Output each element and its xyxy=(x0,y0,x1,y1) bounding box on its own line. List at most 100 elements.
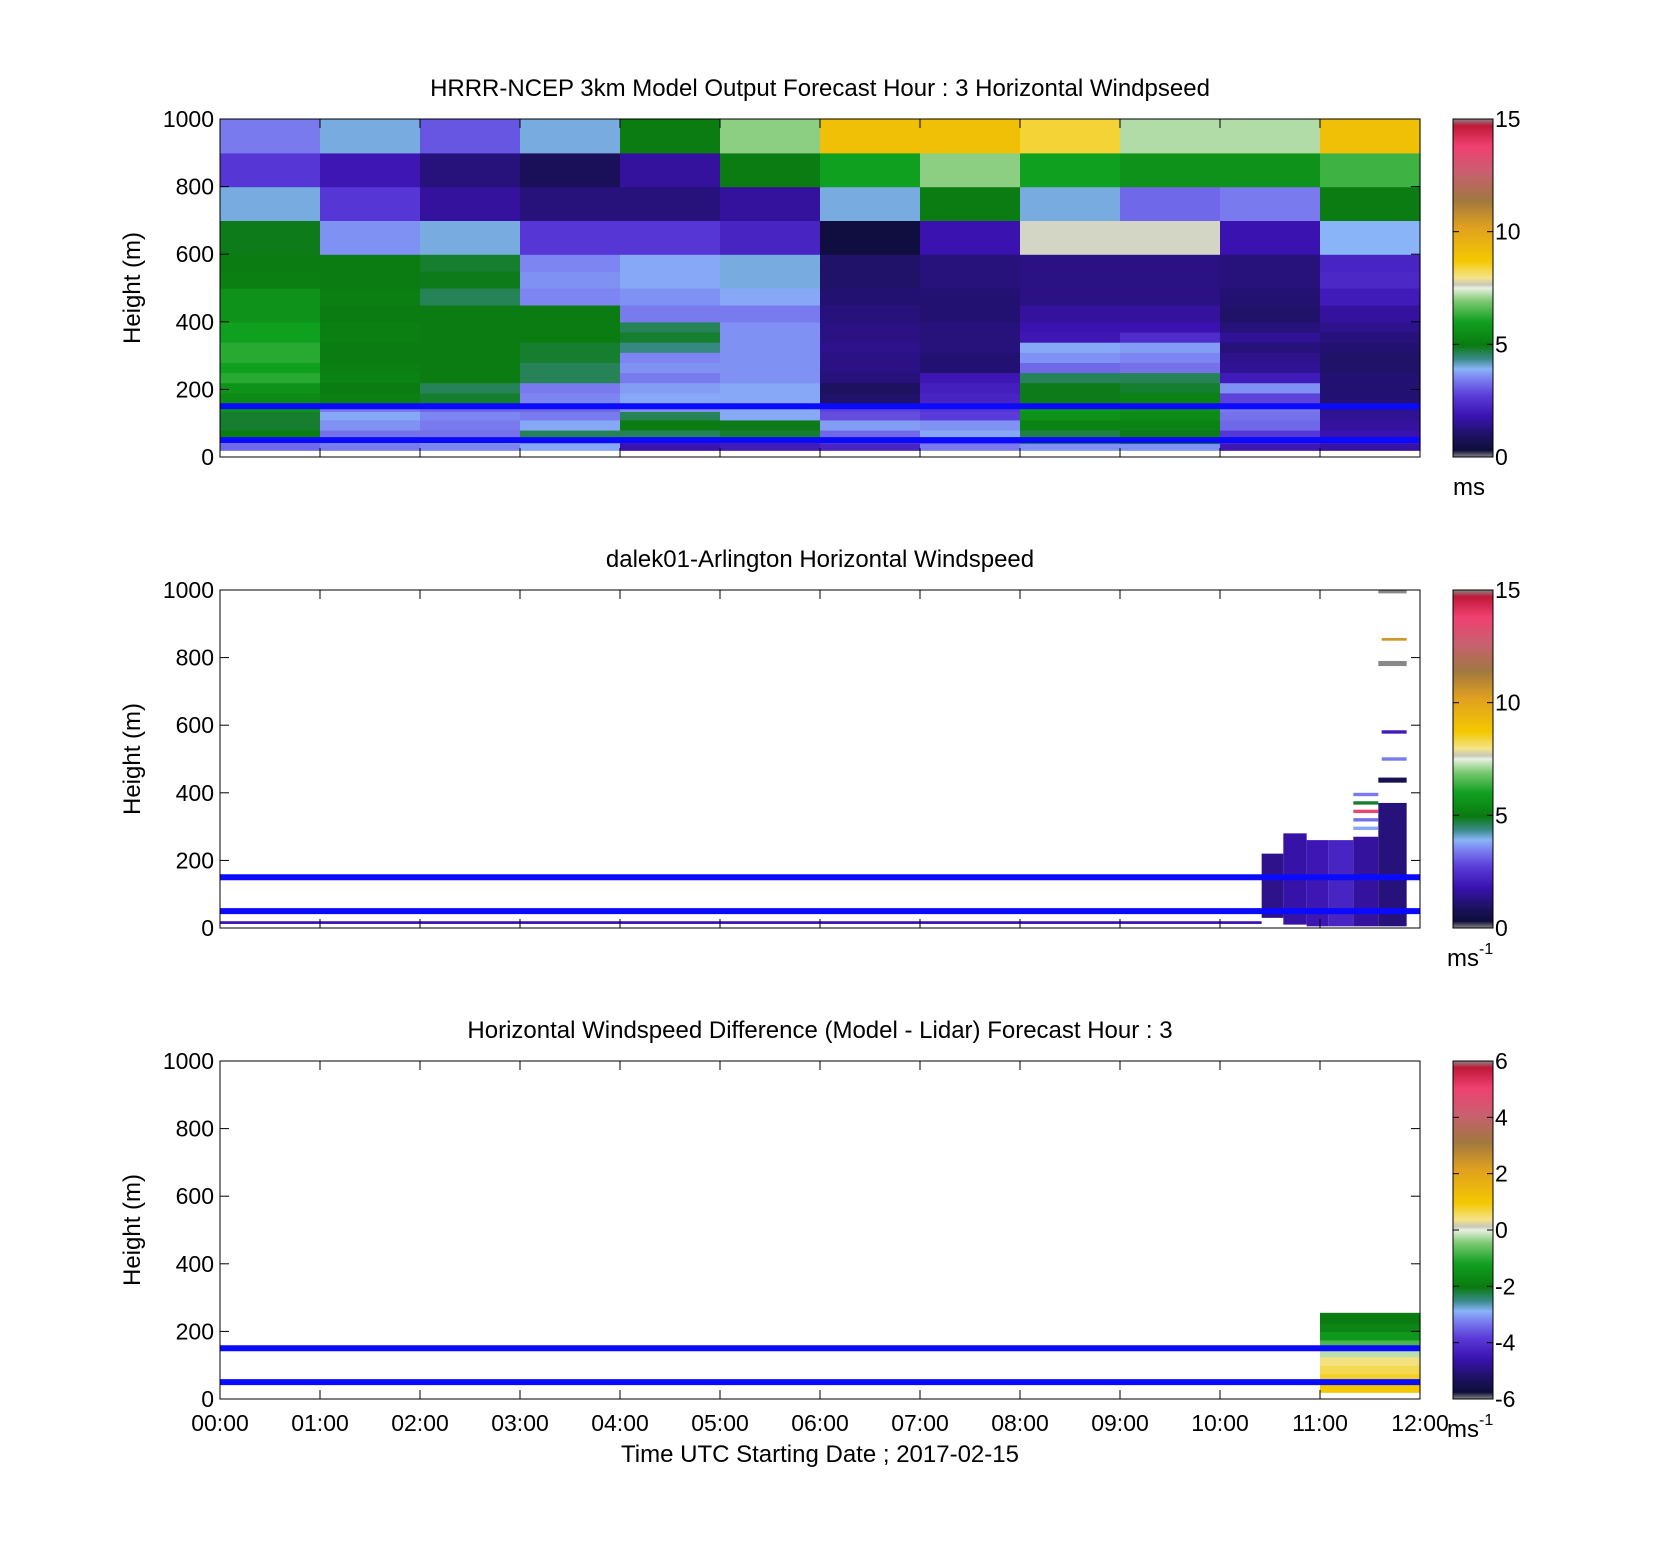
y-tick-label: 800 xyxy=(176,1116,214,1142)
heatmap-cell xyxy=(1220,220,1321,255)
x-tick-labels: 00:00 01:00 02:00 03:00 04:00 05:00 06:00 07:00… xyxy=(191,1410,1449,1436)
heatmap-cell xyxy=(1020,186,1121,221)
panel-difference-reference-lines xyxy=(220,1345,1420,1386)
colorbar-unit: ms xyxy=(1453,474,1485,501)
heatmap-cell xyxy=(720,429,821,438)
heatmap-cell xyxy=(1020,352,1121,363)
x-tick-label: 00:00 xyxy=(191,1410,249,1436)
heatmap-cell xyxy=(920,411,1021,421)
heatmap-cell xyxy=(1120,443,1221,451)
heatmap-cell xyxy=(1220,304,1321,323)
colorbar-tick-label: 0 xyxy=(1495,444,1508,470)
heatmap-cell xyxy=(220,362,321,374)
heatmap-cell xyxy=(320,119,421,154)
heatmap-cell xyxy=(1320,1331,1421,1341)
heatmap-cell xyxy=(1020,372,1121,384)
heatmap-cell xyxy=(1120,186,1221,221)
heatmap-cell xyxy=(220,119,321,154)
heatmap-cell xyxy=(920,119,1021,154)
heatmap-cell xyxy=(820,382,921,394)
colorbar-tick-label: 10 xyxy=(1495,690,1521,716)
heatmap-cell xyxy=(720,392,821,404)
y-tick-label: 0 xyxy=(201,915,214,941)
heatmap-cell xyxy=(720,288,821,306)
x-tick-label: 12:00 xyxy=(1391,1410,1449,1436)
heatmap-cell xyxy=(220,271,321,289)
heatmap-cell xyxy=(720,342,821,353)
heatmap-cell xyxy=(720,419,821,431)
heatmap-cell xyxy=(1120,220,1221,255)
heatmap-cell xyxy=(920,362,1021,374)
lidar-segment xyxy=(1381,757,1407,761)
x-tick-label: 03:00 xyxy=(491,1410,549,1436)
heatmap-cell xyxy=(1020,419,1121,431)
heatmap-cell xyxy=(320,362,421,374)
colorbar-unit: ms-1 xyxy=(1447,1412,1493,1443)
heatmap-cell xyxy=(220,352,321,363)
heatmap-cell xyxy=(720,362,821,374)
heatmap-cell xyxy=(1220,119,1321,154)
heatmap-cell xyxy=(520,152,621,188)
lidar-segment xyxy=(1353,818,1379,822)
heatmap-cell xyxy=(920,352,1021,363)
heatmap-cell xyxy=(720,152,821,188)
colorbar-tick-label: 4 xyxy=(1495,1104,1508,1130)
heatmap-cell xyxy=(820,352,921,363)
heatmap-cell xyxy=(220,288,321,306)
heatmap-cell xyxy=(1020,119,1121,154)
heatmap-cell xyxy=(1220,392,1321,404)
heatmap-cell xyxy=(420,411,521,421)
heatmap-cell xyxy=(1220,342,1321,353)
heatmap-cell xyxy=(420,186,521,221)
heatmap-cell xyxy=(820,119,921,154)
heatmap-cell xyxy=(220,186,321,221)
heatmap-cell xyxy=(520,342,621,353)
heatmap-cell xyxy=(920,419,1021,431)
y-tick-label: 600 xyxy=(176,712,214,738)
heatmap-cell xyxy=(420,119,521,154)
heatmap-cell xyxy=(620,321,721,333)
heatmap-cell xyxy=(520,271,621,289)
heatmap-cell xyxy=(420,271,521,289)
heatmap-cell xyxy=(1320,220,1421,255)
heatmap-cell xyxy=(920,372,1021,384)
colorbar-unit: ms-1 xyxy=(1447,941,1493,972)
lidar-segment xyxy=(1353,801,1379,805)
panel-model-title: HRRR-NCEP 3km Model Output Forecast Hour… xyxy=(430,75,1210,102)
heatmap-cell xyxy=(620,331,721,343)
heatmap-cell xyxy=(1120,331,1221,343)
heatmap-cell xyxy=(320,372,421,384)
lidar-segment xyxy=(1378,777,1407,783)
heatmap-cell xyxy=(620,119,721,154)
colorbar-tick-label: 5 xyxy=(1495,331,1508,357)
heatmap-cell xyxy=(320,392,421,404)
heatmap-cell xyxy=(620,443,721,451)
heatmap-cell xyxy=(620,411,721,421)
heatmap-cell xyxy=(1120,321,1221,333)
heatmap-cell xyxy=(420,362,521,374)
heatmap-cell xyxy=(420,429,521,438)
heatmap-cell xyxy=(1220,152,1321,188)
heatmap-cell xyxy=(1120,382,1221,394)
heatmap-cell xyxy=(520,443,621,451)
heatmap-cell xyxy=(1020,288,1121,306)
heatmap-cell xyxy=(1320,331,1421,343)
y-tick-label: 1000 xyxy=(163,106,214,132)
y-tick-label: 1000 xyxy=(163,577,214,603)
heatmap-cell xyxy=(720,271,821,289)
heatmap-cell xyxy=(320,429,421,438)
heatmap-cell xyxy=(820,304,921,323)
heatmap-cell xyxy=(1320,271,1421,289)
heatmap-cell xyxy=(1120,362,1221,374)
colorbar-tick-label: -4 xyxy=(1495,1330,1516,1356)
heatmap-cell xyxy=(520,382,621,394)
panel-difference-ylabel: Height (m) xyxy=(119,1174,146,1286)
heatmap-cell xyxy=(1320,1356,1421,1366)
x-tick-label: 09:00 xyxy=(1091,1410,1149,1436)
panel-model-ylabel: Height (m) xyxy=(119,232,146,344)
y-tick-label: 400 xyxy=(176,1251,214,1277)
heatmap-cell xyxy=(820,372,921,384)
heatmap-cell xyxy=(1120,119,1221,154)
heatmap-cell xyxy=(320,321,421,333)
